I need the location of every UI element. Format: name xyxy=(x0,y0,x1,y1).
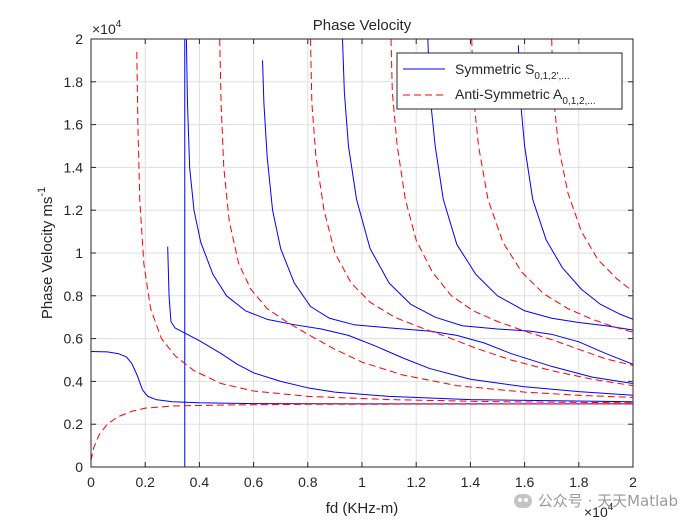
series-line-antisymmetric-9 xyxy=(136,51,633,404)
y-tick-label-6: 1.2 xyxy=(64,202,84,218)
x-tick-label-4: 0.8 xyxy=(298,474,318,490)
x-tick-label-2: 0.4 xyxy=(190,474,210,490)
series-line-symmetric-1 xyxy=(167,246,633,403)
y-tick-label-9: 1.8 xyxy=(64,74,84,90)
y-tick-label-3: 0.6 xyxy=(64,331,84,347)
ticks: 0 0.2 0.4 0.6 0.8 1 1.2 1.4 1.6 1.8 2 0 0.2 0.4 0.6 0.8… xyxy=(64,31,638,490)
x-tick-label-10: 2 xyxy=(629,474,637,490)
y-axis-label: Phase Velocity ms-1 xyxy=(36,187,56,319)
legend-label-symmetric-sub: 0,1,2',... xyxy=(534,71,569,82)
legend-box xyxy=(396,52,623,110)
x-tick-label-7: 1.4 xyxy=(461,474,481,490)
y-multiplier-base: ×10 xyxy=(92,21,116,37)
legend: Symmetric S0,1,2',... Anti-Symmetric A0,… xyxy=(396,52,623,110)
y-tick-label-7: 1.4 xyxy=(64,159,84,175)
series-line-symmetric-5 xyxy=(341,39,633,365)
legend-label-antisymmetric-text: Anti-Symmetric A xyxy=(455,86,563,102)
y-multiplier: ×104 xyxy=(92,19,122,37)
legend-label-antisymmetric: Anti-Symmetric A0,1,2,... xyxy=(455,86,596,107)
legend-label-symmetric-text: Symmetric S xyxy=(455,61,534,77)
series-line-symmetric-7 xyxy=(517,45,633,320)
x-multiplier: ×104 xyxy=(584,502,614,520)
y-axis-label-exponent: -1 xyxy=(36,187,48,197)
y-tick-label-10: 2 xyxy=(75,31,83,47)
legend-label-symmetric: Symmetric S0,1,2',... xyxy=(455,61,570,82)
y-tick-label-5: 1 xyxy=(75,245,83,261)
series-group xyxy=(91,39,633,467)
series-line-antisymmetric-12 xyxy=(390,39,633,366)
x-tick-label-6: 1.2 xyxy=(406,474,426,490)
x-tick-label-0: 0 xyxy=(87,474,95,490)
series-line-antisymmetric-13 xyxy=(471,39,633,333)
chart-title: Phase Velocity xyxy=(313,17,412,34)
wechat-icon xyxy=(513,493,532,508)
series-line-symmetric-4 xyxy=(262,60,633,385)
x-tick-label-5: 1 xyxy=(358,474,366,490)
series-line-antisymmetric-10 xyxy=(219,39,633,398)
x-multiplier-base: ×10 xyxy=(584,504,608,520)
x-tick-label-9: 1.8 xyxy=(569,474,589,490)
x-tick-label-3: 0.6 xyxy=(244,474,264,490)
x-tick-label-8: 1.6 xyxy=(515,474,535,490)
legend-label-antisymmetric-sub: 0,1,2,... xyxy=(562,96,595,107)
y-tick-label-8: 1.6 xyxy=(64,117,84,133)
x-axis-label: fd (KHz-m) xyxy=(326,500,399,517)
y-tick-label-0: 0 xyxy=(75,459,83,475)
y-tick-label-2: 0.4 xyxy=(64,373,84,389)
series-line-symmetric-0 xyxy=(91,350,633,405)
series-line-antisymmetric-8 xyxy=(91,403,633,461)
series-line-symmetric-3 xyxy=(185,39,633,396)
series-line-antisymmetric-11 xyxy=(310,39,633,387)
y-multiplier-exponent: 4 xyxy=(116,19,122,30)
x-multiplier-exponent: 4 xyxy=(608,502,614,513)
y-tick-label-1: 0.2 xyxy=(64,416,84,432)
series-line-symmetric-6 xyxy=(427,39,633,331)
y-tick-label-4: 0.8 xyxy=(64,288,84,304)
grid xyxy=(90,38,634,468)
x-tick-label-1: 0.2 xyxy=(135,474,155,490)
y-axis-label-base: Phase Velocity ms xyxy=(39,197,56,320)
watermark-text: 公众号 · 天天Matlab xyxy=(537,492,678,510)
watermark: 公众号 · 天天Matlab xyxy=(513,490,678,511)
